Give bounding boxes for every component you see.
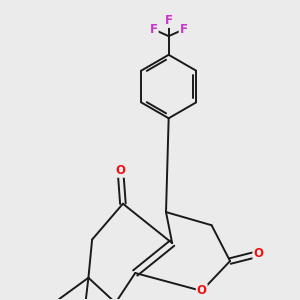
Text: O: O <box>116 164 125 177</box>
Text: O: O <box>197 284 207 297</box>
Text: F: F <box>150 23 158 36</box>
Text: F: F <box>180 23 188 36</box>
Text: F: F <box>165 14 173 27</box>
Text: O: O <box>254 248 263 260</box>
